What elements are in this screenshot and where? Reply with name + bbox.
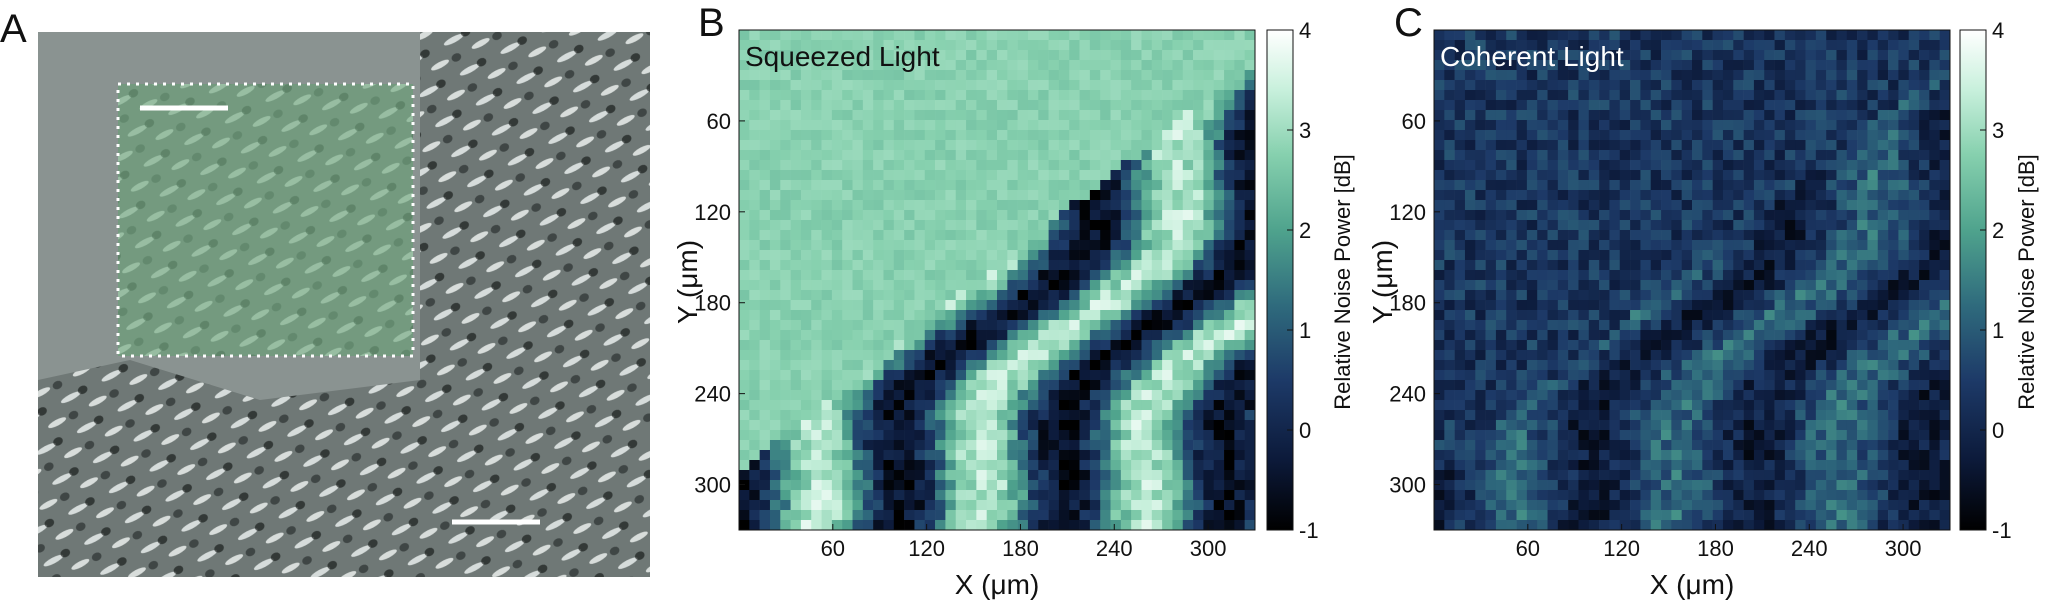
y-tick-label: 120 [694,200,731,225]
panel-b-letter: B [698,1,725,45]
panel-b-colorbar [1266,29,1294,531]
panel-b-label: Squeezed Light [745,41,940,72]
x-tick-label: 60 [821,536,845,561]
x-tick-label: 240 [1791,536,1828,561]
colorbar-tick-label: 2 [1992,218,2004,243]
panel-b-ticks: 60 120 180 240 300 60 120 180 240 300 [694,109,1226,561]
colorbar-tick-label: 3 [1299,118,1311,143]
x-tick-label: 180 [1002,536,1039,561]
x-tick-label: 60 [1516,536,1540,561]
panel-c-frame [1433,29,1951,531]
colorbar-tick-label: -1 [1299,518,1319,543]
panel-c-letter: C [1394,1,1423,45]
x-tick-label: 300 [1190,536,1227,561]
micrograph [38,32,650,577]
colorbar-tick-label: 2 [1299,218,1311,243]
y-tick-label: 120 [1389,200,1426,225]
x-tick-label: 240 [1096,536,1133,561]
panel-b-xlabel: X (μm) [955,569,1040,600]
y-tick-label: 180 [694,291,731,316]
y-tick-label: 240 [1389,382,1426,407]
y-tick-label: 300 [1389,473,1426,498]
colorbar-tick-label: 4 [1299,18,1311,43]
y-tick-label: 300 [694,473,731,498]
colorbar-tick-label: 1 [1992,318,2004,343]
panel-b-colorbar-label: Relative Noise Power [dB] [1330,154,1355,410]
panel-c-xlabel: X (μm) [1650,569,1735,600]
y-tick-label: 60 [1402,109,1426,134]
x-tick-label: 120 [908,536,945,561]
panel-c-ticks: 60 120 180 240 300 60 120 180 240 300 [1389,109,1921,561]
panel-b-frame [738,29,1256,531]
colorbar-tick-label: 1 [1299,318,1311,343]
x-tick-label: 120 [1603,536,1640,561]
y-tick-label: 60 [707,109,731,134]
panel-a-letter: A [0,7,27,51]
y-tick-label: 180 [1389,291,1426,316]
panel-c-colorbar [1959,29,1987,531]
colorbar-tick-label: 0 [1299,418,1311,443]
y-tick-label: 240 [694,382,731,407]
panel-c-ylabel: Y (μm) [1367,240,1398,324]
colorbar-tick-label: 0 [1992,418,2004,443]
colorbar-tick-label: 4 [1992,18,2004,43]
panel-c-label: Coherent Light [1440,41,1624,72]
colorbar-tick-label: -1 [1992,518,2012,543]
colorbar-tick-label: 3 [1992,118,2004,143]
panel-b-heatmap [739,30,1256,531]
panel-c-colorbar-label: Relative Noise Power [dB] [2014,154,2039,410]
x-tick-label: 300 [1885,536,1922,561]
panel-b-colorbar-ticks: 4 3 2 1 0 -1 [1287,18,1319,543]
x-tick-label: 180 [1697,536,1734,561]
panel-c-heatmap [1434,30,1951,531]
panel-b-ylabel: Y (μm) [672,240,703,324]
panel-c-colorbar-ticks: 4 3 2 1 0 -1 [1980,18,2012,543]
